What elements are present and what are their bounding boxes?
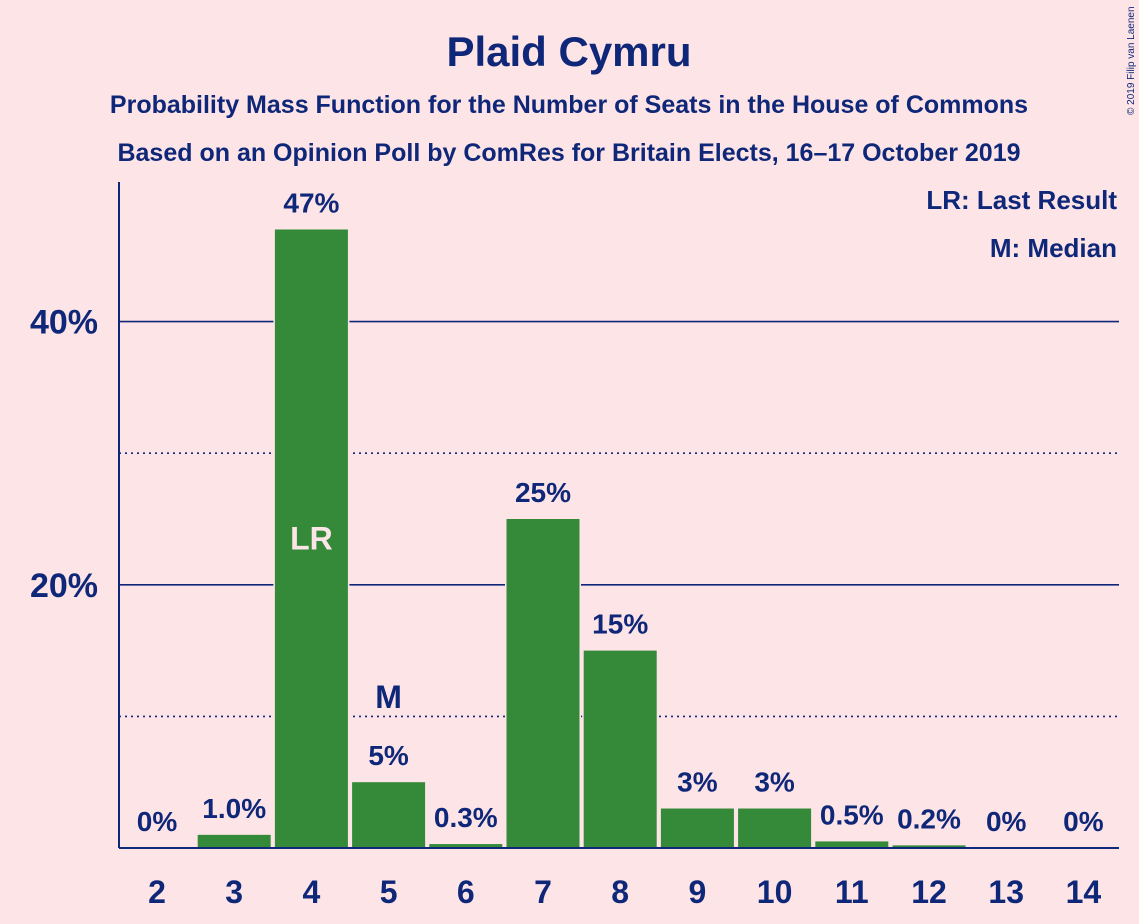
bar-7 [506, 519, 580, 848]
y-tick-label: 20% [30, 567, 98, 605]
x-tick-label-2: 2 [148, 874, 166, 910]
x-tick-label-5: 5 [380, 874, 398, 910]
x-tick-label-6: 6 [457, 874, 475, 910]
bar-6 [429, 844, 503, 848]
bar-5 [352, 782, 426, 848]
legend-median: M: Median [990, 233, 1117, 263]
data-label-9: 3% [677, 767, 718, 798]
data-label-5: 5% [368, 740, 409, 771]
x-tick-label-11: 11 [835, 874, 869, 910]
x-tick-label-13: 13 [988, 874, 1024, 910]
data-label-11: 0.5% [820, 799, 884, 830]
bar-12 [892, 845, 966, 848]
x-tick-label-12: 12 [911, 874, 947, 910]
data-label-8: 15% [592, 609, 648, 640]
x-tick-label-3: 3 [225, 874, 243, 910]
bar-9 [660, 808, 734, 848]
data-label-2: 0% [137, 806, 178, 837]
chart-subtitle-1: Probability Mass Function for the Number… [110, 91, 1028, 119]
bar-8 [583, 650, 657, 848]
x-tick-label-10: 10 [757, 874, 793, 910]
labels-layer: 0% 1.0% 47% 5% 0.3% 25% 15% 3% 3% 0.5% 0.2% 0% 0% LR M [137, 187, 1104, 837]
y-tick-label: 40% [30, 304, 98, 342]
data-label-3: 1.0% [202, 793, 266, 824]
data-label-6: 0.3% [434, 802, 498, 833]
data-label-7: 25% [515, 477, 571, 508]
bar-4 [274, 229, 348, 849]
data-label-13: 0% [986, 806, 1027, 837]
x-tick-label-4: 4 [303, 874, 321, 910]
bar-10 [738, 808, 812, 848]
data-label-4: 47% [283, 187, 339, 218]
axes-layer: 20% 40% 2 3 4 5 6 7 8 9 10 11 12 13 14 [30, 182, 1119, 910]
marker-m: M [375, 679, 402, 715]
chart-subtitle-2: Based on an Opinion Poll by ComRes for B… [117, 139, 1020, 167]
data-label-10: 3% [754, 767, 795, 798]
marker-lr: LR [290, 521, 333, 557]
legend-last-result: LR: Last Result [926, 185, 1117, 215]
x-tick-label-14: 14 [1066, 874, 1102, 910]
data-label-12: 0.2% [897, 803, 961, 834]
bar-11 [815, 841, 889, 848]
bars-layer [196, 229, 967, 849]
x-tick-label-7: 7 [534, 874, 552, 910]
bar-3 [197, 834, 271, 848]
x-tick-label-9: 9 [689, 874, 707, 910]
copyright-note: © 2019 Filip van Laenen [1126, 6, 1137, 115]
chart-title: Plaid Cymru [446, 28, 691, 75]
x-tick-label-8: 8 [611, 874, 629, 910]
data-label-14: 0% [1063, 806, 1104, 837]
